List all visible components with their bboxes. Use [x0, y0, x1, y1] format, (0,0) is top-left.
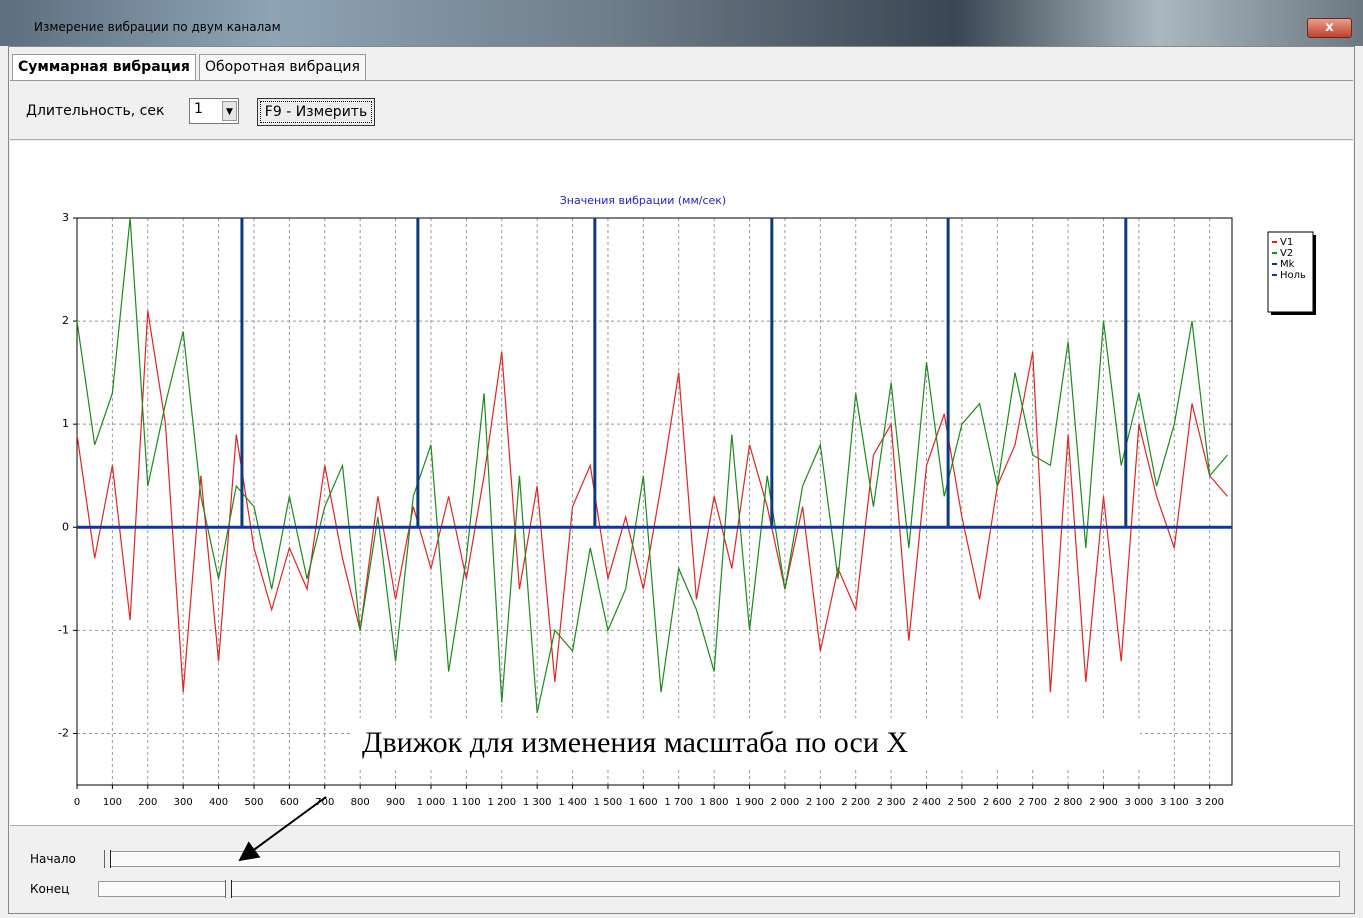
x-tick-label: 2 700 [1018, 797, 1047, 808]
x-tick-label: 2 200 [841, 797, 870, 808]
end-slider[interactable] [98, 881, 1340, 897]
x-tick-label: 300 [174, 797, 193, 808]
annotation-arrow [238, 796, 327, 862]
x-tick-label: 2 500 [948, 797, 977, 808]
x-tick-label: 1 700 [664, 797, 693, 808]
x-tick-label: 1 600 [629, 797, 658, 808]
x-tick-label: 2 300 [877, 797, 906, 808]
x-tick-label: 2 100 [806, 797, 835, 808]
x-tick-label: 2 900 [1089, 797, 1118, 808]
x-tick-label: 600 [280, 797, 299, 808]
x-tick-label: 1 900 [735, 797, 764, 808]
start-label: Начало [30, 852, 76, 866]
duration-label: Длительность, сек [26, 103, 165, 119]
series-line [76, 217, 1228, 713]
tab[interactable]: Оборотная вибрация [199, 54, 366, 80]
control-panel [10, 80, 1353, 140]
x-tick-label: 1 400 [558, 797, 587, 808]
y-tick-label: 2 [62, 314, 69, 327]
legend-box [1267, 231, 1314, 313]
legend-label: V1 [1280, 237, 1293, 248]
legend-label: V2 [1280, 248, 1293, 259]
y-tick-label: -1 [58, 623, 69, 636]
plot-frame [76, 217, 1233, 786]
x-tick-label: 3 100 [1160, 797, 1189, 808]
x-tick-label: 2 000 [771, 797, 800, 808]
end-thumb[interactable] [225, 880, 232, 898]
x-tick-label: 900 [386, 797, 405, 808]
legend-label: Mk [1280, 259, 1295, 270]
chart-title: Значения вибрации (мм/сек) [560, 194, 726, 207]
legend-label: Ноль [1280, 270, 1306, 281]
title-bar [0, 0, 1363, 46]
x-tick-label: 500 [244, 797, 263, 808]
y-tick-label: -2 [58, 726, 69, 739]
x-tick-label: 100 [103, 797, 122, 808]
y-tick-label: 3 [62, 211, 69, 224]
x-tick-label: 1 300 [523, 797, 552, 808]
annotation: Движок для изменения масштаба по оси X [362, 726, 908, 759]
x-tick-label: 200 [138, 797, 157, 808]
chart-area [10, 141, 1353, 826]
y-tick-label: 0 [62, 520, 69, 533]
x-tick-label: 700 [315, 797, 334, 808]
end-label: Конец [30, 882, 70, 896]
x-tick-label: 2 400 [912, 797, 941, 808]
x-tick-label: 400 [209, 797, 228, 808]
x-tick-label: 1 100 [452, 797, 481, 808]
x-tick-label: 3 000 [1125, 797, 1154, 808]
x-tick-label: 3 200 [1195, 797, 1224, 808]
x-tick-label: 1 800 [700, 797, 729, 808]
x-tick-label: 1 000 [417, 797, 446, 808]
x-tick-label: 800 [351, 797, 370, 808]
tab[interactable]: Суммарная вибрация [12, 54, 196, 80]
annotation-box [350, 718, 1140, 770]
x-tick-label: 0 [74, 797, 80, 808]
series-line [76, 310, 1228, 693]
x-tick-label: 1 200 [487, 797, 516, 808]
x-tick-label: 2 600 [983, 797, 1012, 808]
combo-arrow[interactable]: ▼ [222, 101, 237, 121]
window-title: Измерение вибрации по двум каналам [34, 20, 281, 34]
x-tick-label: 2 800 [1054, 797, 1083, 808]
y-tick-label: 1 [62, 417, 69, 430]
close-button[interactable]: x [1307, 18, 1352, 38]
measure-button[interactable]: F9 - Измерить [257, 98, 375, 126]
start-thumb[interactable] [104, 850, 111, 868]
x-tick-label: 1 500 [594, 797, 623, 808]
